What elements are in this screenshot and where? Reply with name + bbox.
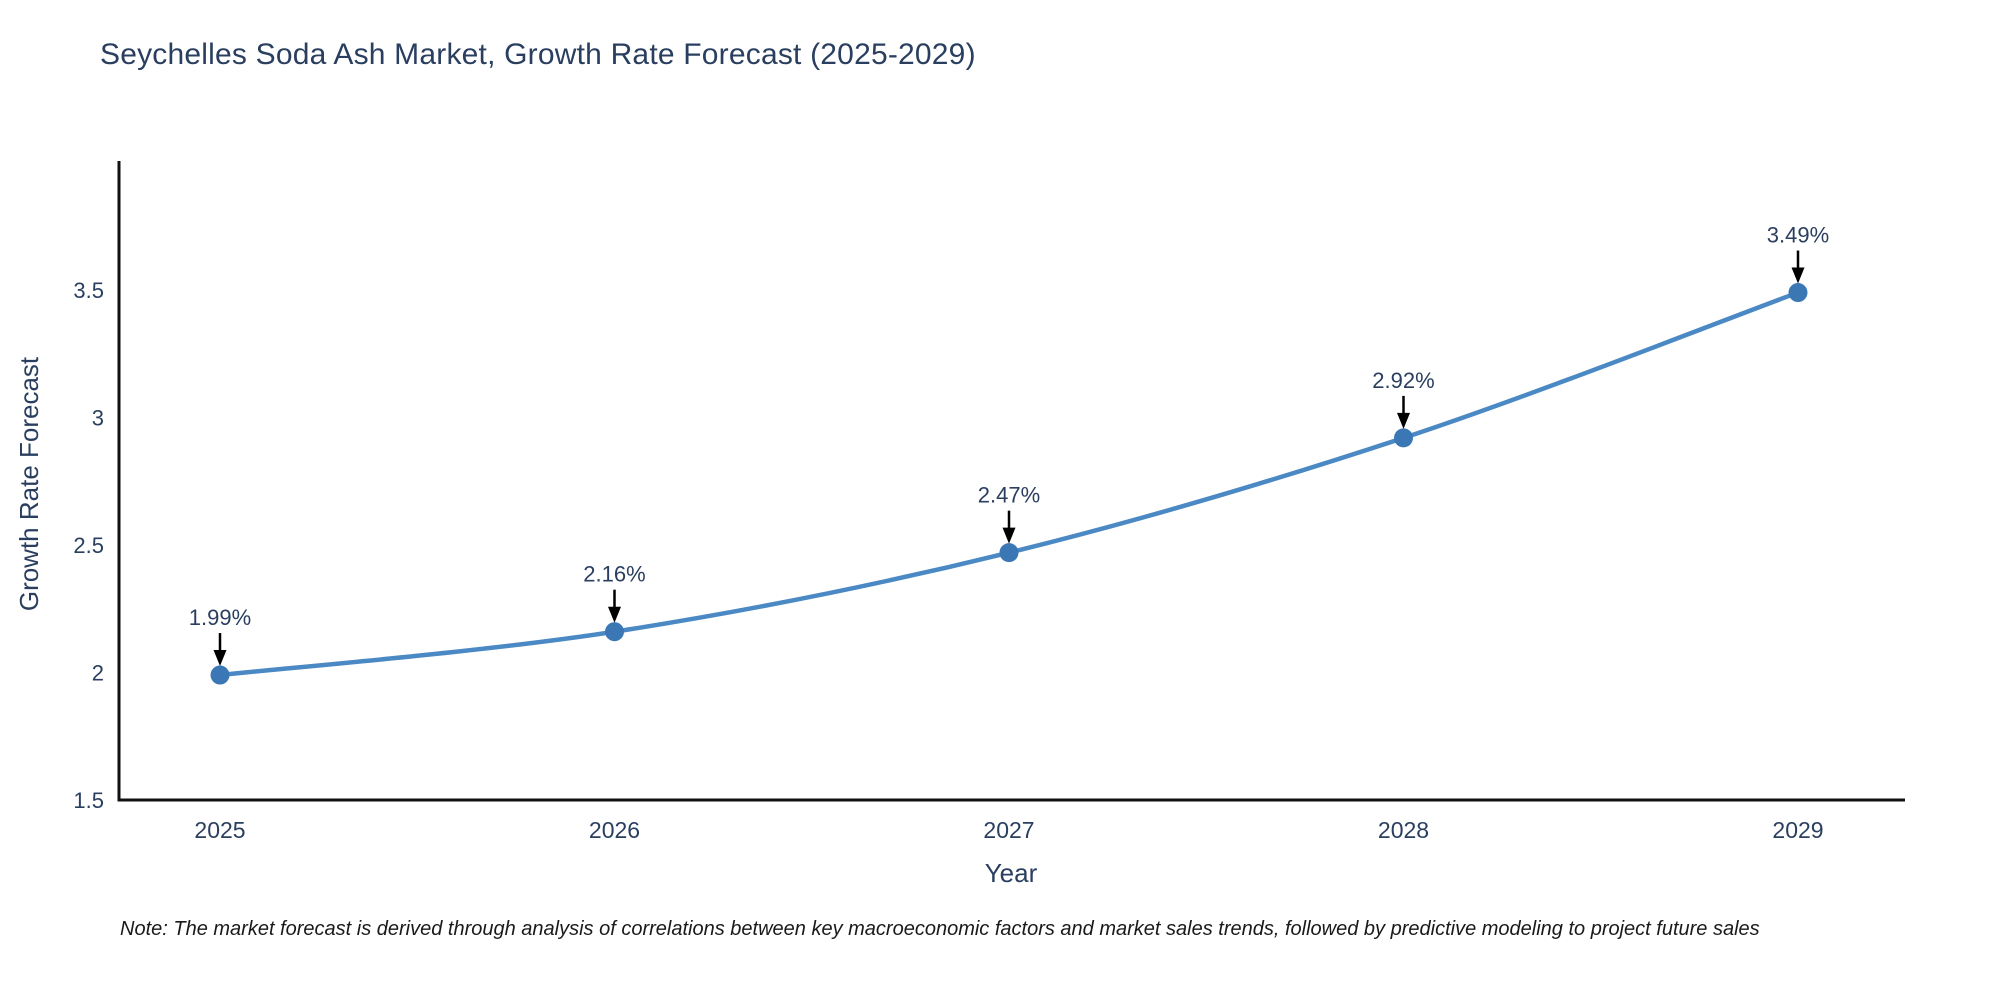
footnote: Note: The market forecast is derived thr… (120, 918, 1760, 940)
data-point-2025[interactable] (210, 665, 230, 685)
data-point-label: 2.92% (1372, 368, 1434, 393)
y-tick-label: 2.5 (73, 533, 104, 558)
data-point-label: 2.47% (978, 483, 1040, 508)
y-tick-label: 1.5 (73, 788, 104, 813)
data-point-label: 3.49% (1767, 223, 1829, 248)
chart-title: Seychelles Soda Ash Market, Growth Rate … (100, 38, 976, 71)
annotation-arrowhead-icon (1002, 527, 1016, 544)
y-tick-label: 3 (92, 406, 104, 431)
annotation-arrowhead-icon (213, 650, 227, 667)
x-tick-label: 2027 (983, 817, 1034, 843)
x-axis-title: Year (984, 858, 1038, 888)
data-point-2026[interactable] (605, 622, 624, 642)
x-tick-label: 2026 (589, 817, 640, 843)
x-tick-label: 2029 (1772, 817, 1823, 843)
annotation-arrowhead-icon (608, 606, 621, 623)
data-point-label: 1.99% (189, 605, 251, 630)
annotation-arrowhead-icon (1791, 267, 1805, 284)
data-point-2027[interactable] (999, 543, 1019, 563)
data-point-2028[interactable] (1394, 428, 1413, 448)
data-point-2029[interactable] (1788, 283, 1808, 303)
y-tick-label: 2 (92, 661, 104, 686)
annotation-arrowhead-icon (1397, 412, 1410, 429)
data-point-label: 2.16% (583, 562, 645, 587)
y-tick-label: 3.5 (73, 278, 104, 303)
x-tick-label: 2028 (1378, 817, 1429, 843)
x-tick-label: 2025 (194, 817, 245, 843)
